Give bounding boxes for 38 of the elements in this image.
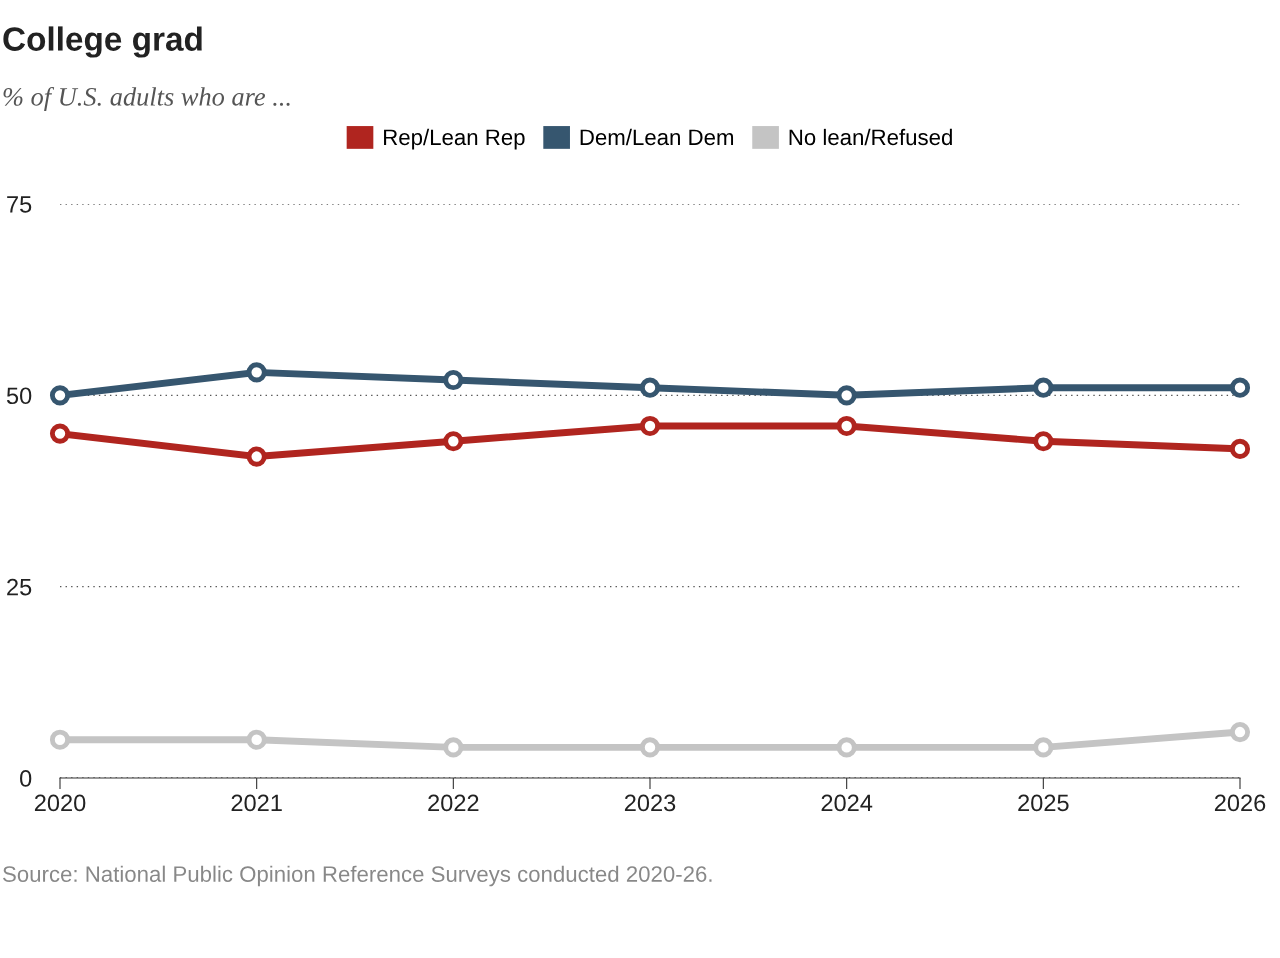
y-tick-label: 25 <box>7 578 32 596</box>
legend-label: No lean/Refused <box>789 128 952 146</box>
chart-subtitle: % of U.S. adults who are ... <box>3 86 290 112</box>
y-tick-label: 75 <box>7 196 32 213</box>
point <box>836 385 857 406</box>
point <box>246 362 267 383</box>
x-tick-label: 2026 <box>1214 794 1266 812</box>
point <box>1033 377 1054 398</box>
legend-label: Rep/Lean Rep <box>384 128 525 150</box>
point <box>639 737 661 758</box>
point <box>1033 737 1054 758</box>
point <box>1229 722 1251 743</box>
y-tick-label: 0 <box>20 770 32 787</box>
point <box>49 729 71 750</box>
source-note: Source: National Public Opinion Reference Surveys conducted 2020-26. <box>3 865 712 887</box>
point <box>443 431 464 452</box>
point <box>1229 377 1251 398</box>
point <box>49 385 71 406</box>
point <box>246 729 267 750</box>
point <box>1229 438 1251 459</box>
point <box>639 377 661 398</box>
point <box>639 415 661 437</box>
x-tick-label: 2021 <box>231 794 282 812</box>
point <box>246 446 267 467</box>
y-tick-label: 50 <box>6 387 32 405</box>
point <box>836 737 857 758</box>
chart-title: College grad <box>3 26 202 58</box>
x-tick-label: 2020 <box>34 794 86 812</box>
point <box>1033 431 1054 452</box>
x-tick-label: 2023 <box>624 794 676 812</box>
point <box>443 737 464 758</box>
point <box>443 369 464 391</box>
x-tick-label: 2025 <box>1018 794 1069 812</box>
point <box>836 415 857 437</box>
legend-label: Dem/Lean Dem <box>580 128 734 146</box>
x-tick-label: 2024 <box>821 794 873 812</box>
point <box>49 423 71 444</box>
x-tick-label: 2022 <box>428 794 479 812</box>
